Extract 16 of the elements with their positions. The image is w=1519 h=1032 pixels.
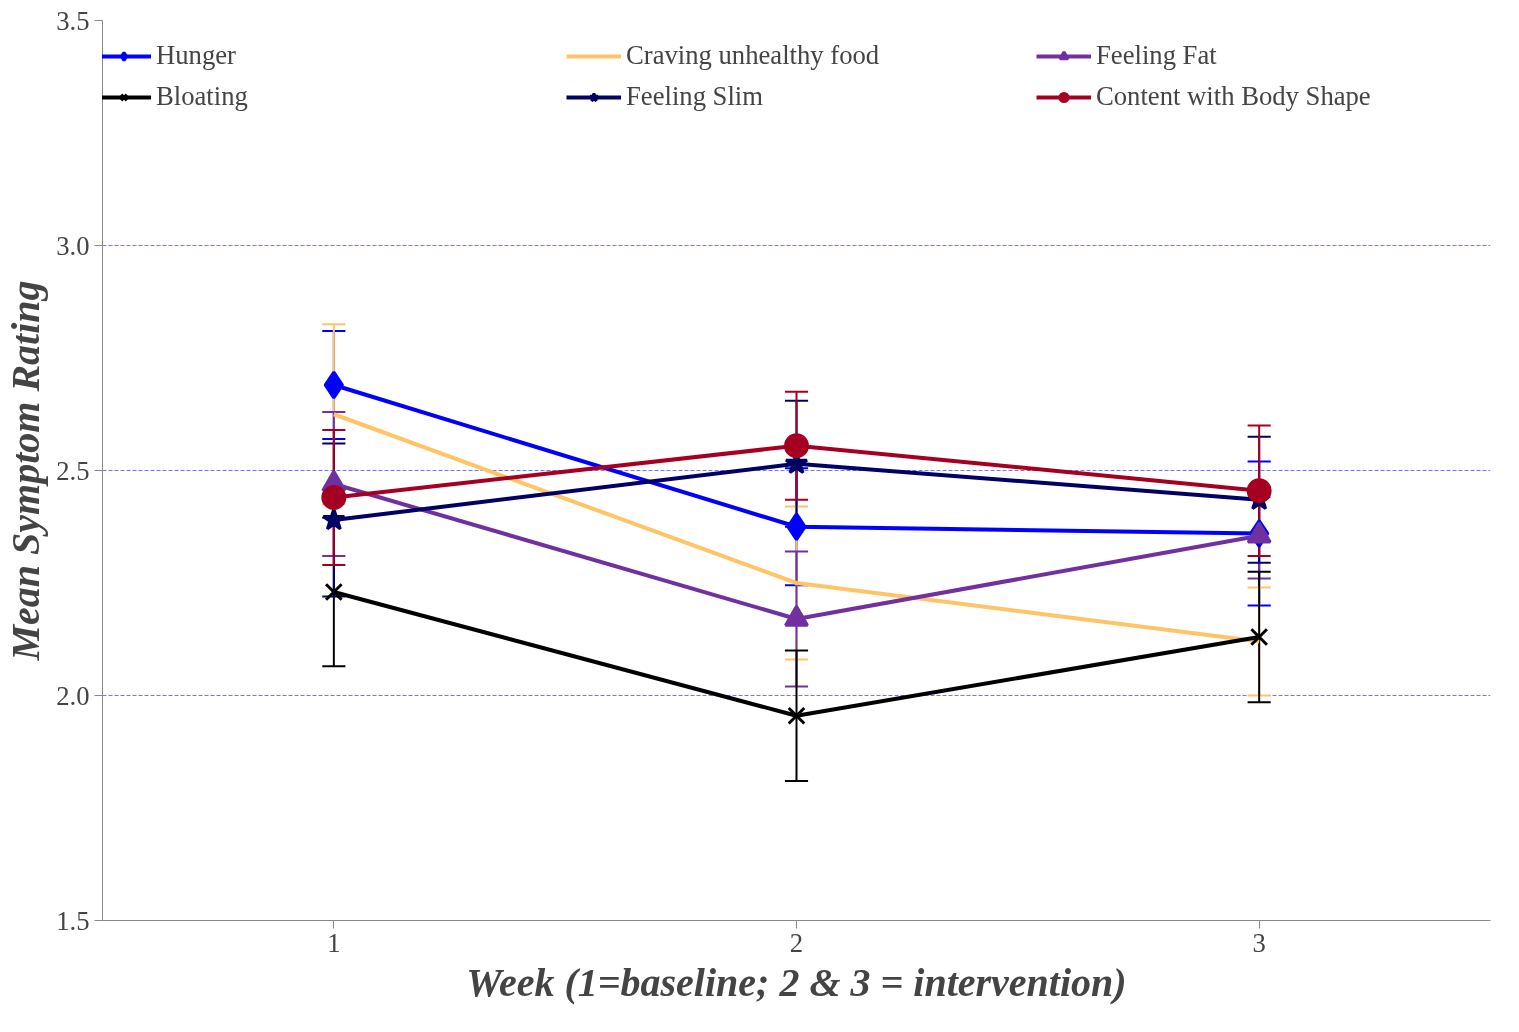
- x-tick-label: 2: [789, 927, 804, 958]
- legend-label: Bloating: [156, 81, 249, 112]
- y-tick-label: 1.5: [56, 905, 90, 936]
- y-axis-title: Mean Symptom Rating: [3, 280, 49, 662]
- x-tick-label: 1: [327, 927, 341, 958]
- legend-label: Content with Body Shape: [1096, 81, 1372, 112]
- y-tick-label: 2.5: [56, 455, 90, 486]
- y-tick-label: 3.0: [56, 230, 90, 261]
- legend-label: Hunger: [156, 40, 237, 71]
- legend-label: Feeling Slim: [626, 81, 764, 112]
- x-axis-title: Week (1=baseline; 2 & 3 = intervention): [466, 959, 1127, 1005]
- y-tick-label: 2.0: [56, 680, 90, 711]
- y-tick-label: 3.5: [56, 5, 90, 36]
- x-tick-label: 3: [1252, 927, 1266, 958]
- legend-label: Feeling Fat: [1096, 40, 1218, 71]
- legend-label: Craving unhealthy food: [626, 40, 881, 71]
